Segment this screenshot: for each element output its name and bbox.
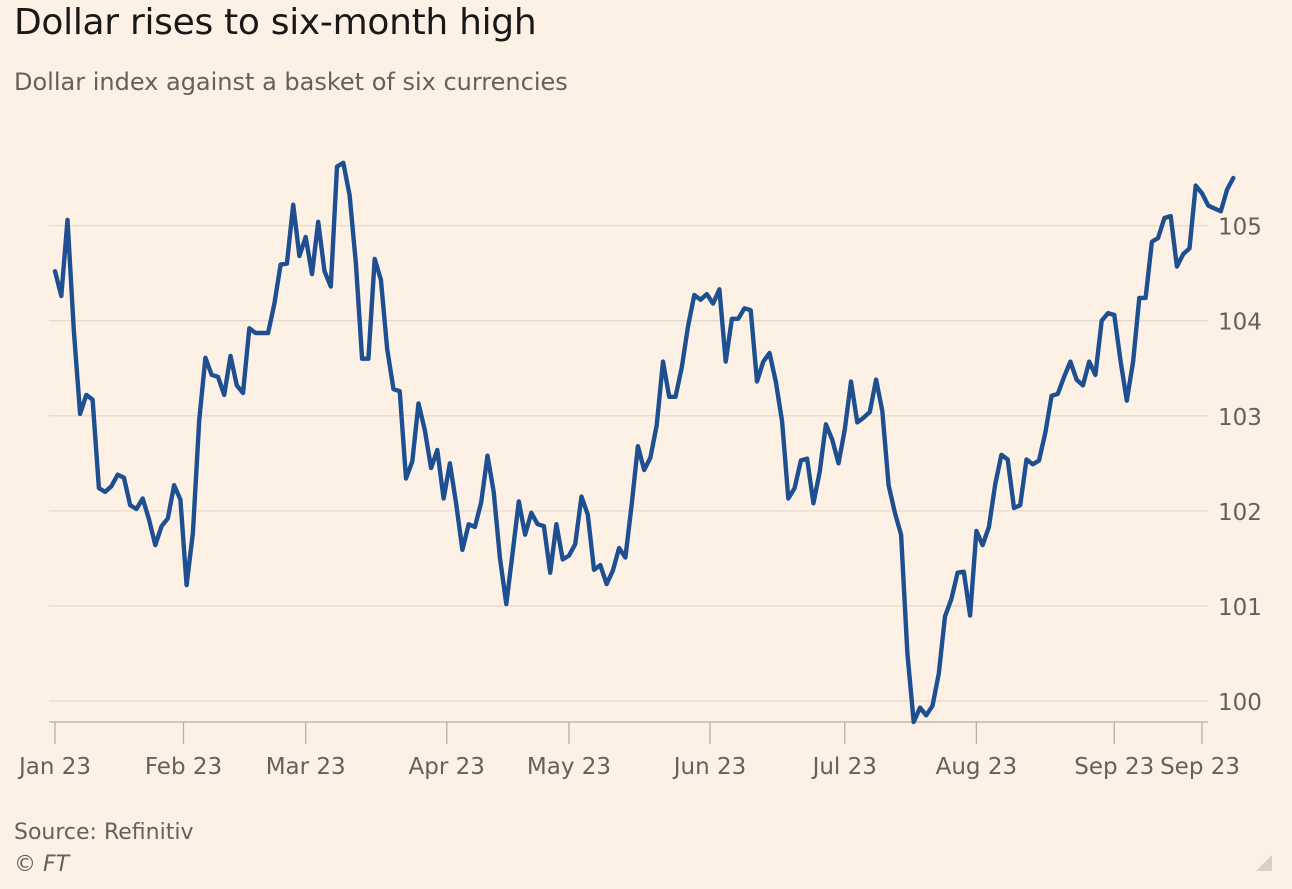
- chart-title: Dollar rises to six-month high: [14, 2, 537, 43]
- x-axis: Jan 23 Feb 23 Mar 23 Apr 23 May 23 Jun 23 Jul …: [17, 721, 1240, 780]
- series-line-dollar-index: [52, 160, 1236, 725]
- x-tick-label: Aug 23: [936, 754, 1018, 780]
- gridlines: [49, 224, 1208, 702]
- x-tick-label: Sep 23: [1074, 754, 1154, 780]
- y-tick-label: 100: [1218, 690, 1262, 716]
- x-tick-label: Sep 23: [1160, 754, 1240, 780]
- x-tick-label: Feb 23: [145, 754, 222, 780]
- y-tick-label: 103: [1218, 405, 1262, 431]
- x-tick-label: Jan 23: [17, 754, 91, 780]
- x-tick-label: May 23: [527, 754, 611, 780]
- chart-subtitle: Dollar index against a basket of six cur…: [14, 68, 568, 96]
- copyright-note: © FT: [14, 852, 70, 877]
- resize-handle-icon[interactable]: [1256, 855, 1272, 871]
- y-tick-label: 105: [1218, 215, 1262, 241]
- y-tick-label: 101: [1218, 595, 1262, 621]
- y-tick-label: 104: [1218, 310, 1262, 336]
- source-note: Source: Refinitiv: [14, 820, 194, 845]
- x-tick-label: Jul 23: [811, 754, 877, 780]
- y-tick-label: 102: [1218, 500, 1262, 526]
- x-tick-label: Mar 23: [266, 754, 346, 780]
- series-layer: [52, 160, 1236, 725]
- x-tick-label: Jun 23: [672, 754, 747, 780]
- y-axis: 100 101 102 103 104 105: [1218, 215, 1262, 716]
- x-tick-label: Apr 23: [409, 754, 485, 780]
